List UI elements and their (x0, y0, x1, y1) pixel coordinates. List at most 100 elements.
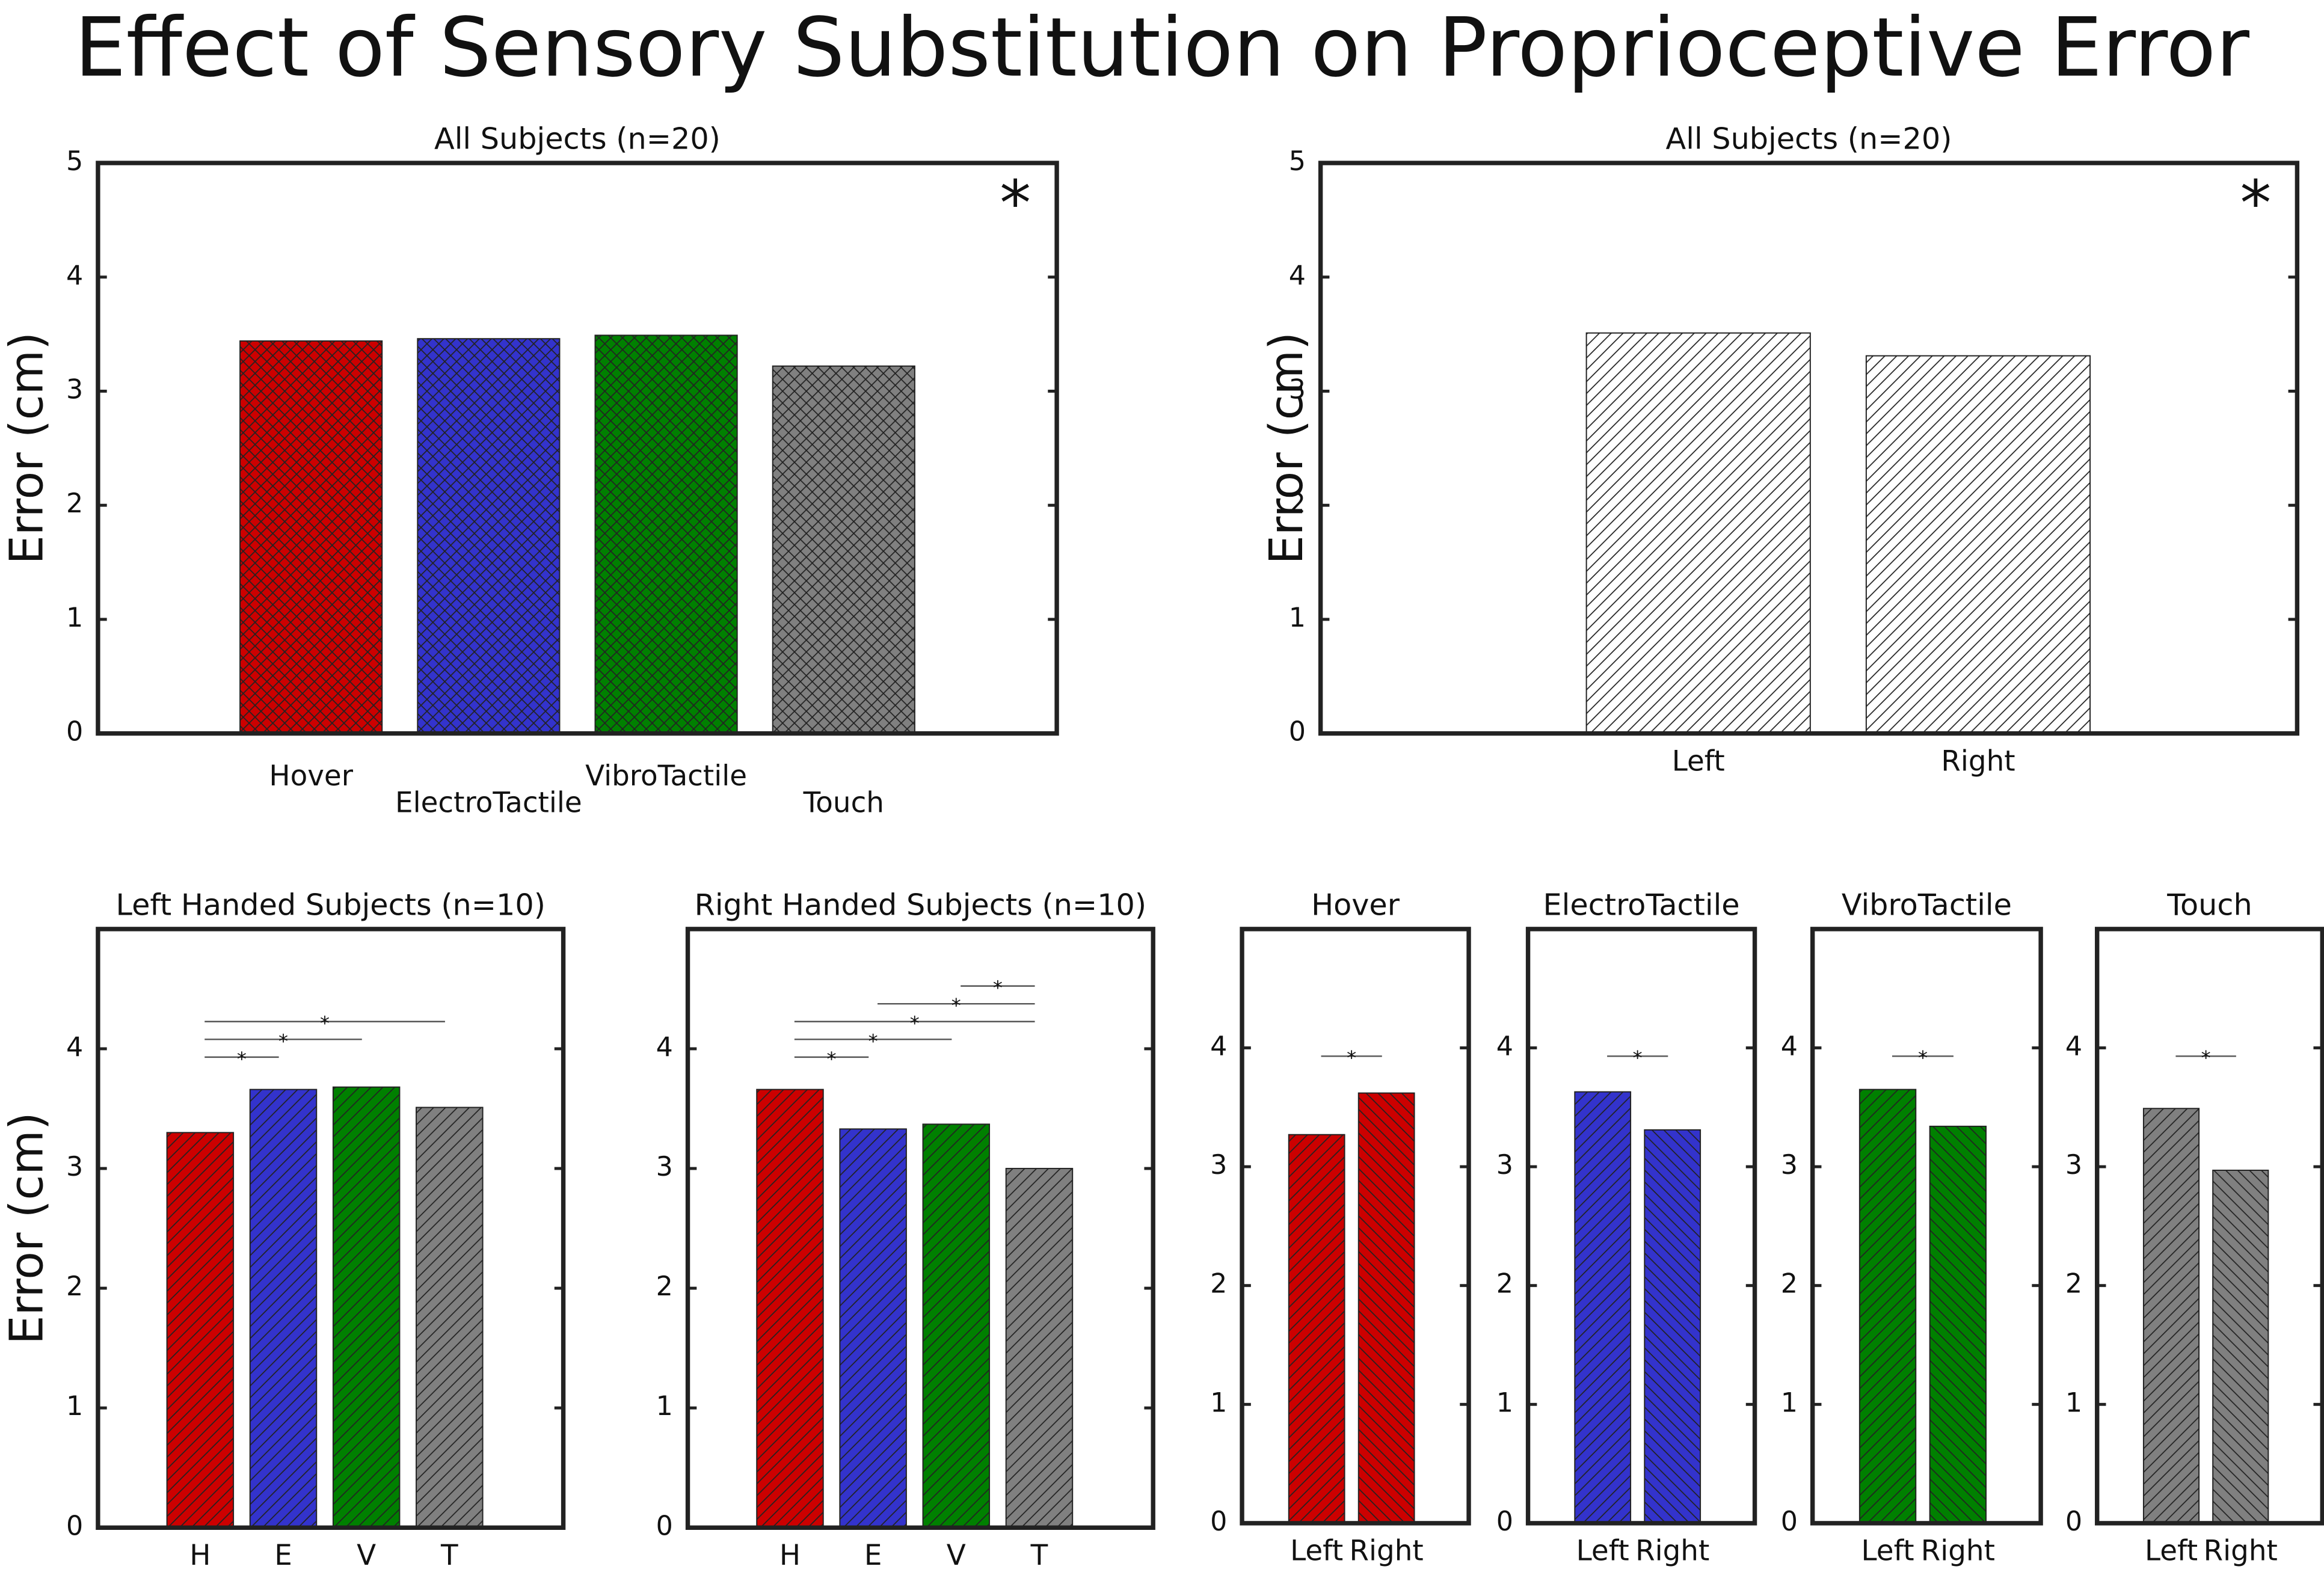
chart-title: ElectroTactile (1543, 887, 1740, 922)
bar (166, 1132, 235, 1529)
x-tick-label: Hover (269, 760, 353, 793)
bar (1005, 1168, 1074, 1529)
chart-title: Right Handed Subjects (n=10) (695, 887, 1147, 922)
chart-title: All Subjects (n=20) (434, 121, 721, 156)
bar (1858, 1088, 1917, 1524)
x-tick-label: V (357, 1540, 376, 1572)
y-tick-label: 4 (656, 1032, 673, 1063)
y-tick-label: 2 (2065, 1269, 2082, 1300)
significance-label: * (320, 1012, 330, 1035)
y-tick-label: 4 (1210, 1031, 1227, 1061)
significance-label: * (1347, 1046, 1356, 1069)
figure-title: Effect of Sensory Substitution on Propri… (75, 0, 2249, 95)
y-tick-label: 3 (1496, 1150, 1513, 1180)
x-tick-label: E (864, 1540, 882, 1572)
chart-title: Touch (2166, 887, 2252, 922)
y-tick-label: 3 (66, 1152, 83, 1182)
y-tick-label: 3 (1289, 374, 1306, 405)
bar (1929, 1125, 1987, 1524)
significance-label: * (868, 1030, 878, 1052)
bar (416, 1107, 484, 1529)
significance-label: * (951, 994, 961, 1017)
bar (249, 1088, 318, 1529)
y-tick-label: 1 (1781, 1387, 1798, 1418)
axes-frame (1810, 927, 2043, 1526)
bar (417, 338, 561, 734)
bar (332, 1086, 401, 1529)
axes-frame (96, 161, 1059, 736)
x-tick-label: E (274, 1540, 292, 1572)
x-tick-label: H (779, 1540, 801, 1572)
chart-title: Left Handed Subjects (n=10) (116, 887, 546, 922)
x-tick-label: Left (1576, 1535, 1629, 1568)
x-tick-label: V (947, 1540, 966, 1572)
y-tick-label: 3 (656, 1152, 673, 1182)
chart-title: All Subjects (n=20) (1666, 121, 1952, 156)
y-tick-label: 3 (1210, 1150, 1227, 1180)
bar (756, 1088, 824, 1529)
y-axis-label: Error (cm) (1, 332, 54, 564)
y-tick-label: 0 (1210, 1506, 1227, 1537)
y-tick-label: 4 (66, 260, 83, 291)
y-tick-label: 1 (66, 1391, 83, 1422)
bar (2212, 1170, 2269, 1524)
x-tick-label: H (189, 1540, 211, 1572)
significance-label: * (910, 1012, 920, 1035)
significance-label: * (237, 1048, 247, 1070)
x-tick-label: Left (1861, 1535, 1914, 1568)
y-tick-label: 1 (1496, 1387, 1513, 1418)
axes-frame (2095, 927, 2324, 1526)
significance-label: * (2201, 1046, 2211, 1069)
x-tick-label: Left (2145, 1535, 2198, 1568)
y-tick-label: 5 (1289, 146, 1306, 177)
y-tick-label: 2 (1210, 1269, 1227, 1300)
y-tick-label: 1 (2065, 1387, 2082, 1418)
y-tick-label: 2 (1496, 1269, 1513, 1300)
x-tick-label: Right (1941, 745, 2015, 778)
y-tick-label: 3 (1781, 1150, 1798, 1180)
y-tick-label: 3 (66, 374, 83, 405)
y-tick-label: 4 (1496, 1031, 1513, 1061)
bar (839, 1128, 907, 1529)
bar (1357, 1092, 1415, 1524)
y-tick-label: 4 (1289, 260, 1306, 291)
y-tick-label: 4 (2065, 1031, 2082, 1061)
axes-frame (1318, 161, 2300, 736)
x-tick-label: ElectroTactile (395, 787, 582, 819)
significance-label: * (278, 1030, 288, 1052)
y-tick-label: 2 (1781, 1269, 1798, 1300)
bar (772, 365, 915, 734)
y-tick-label: 0 (2065, 1506, 2082, 1537)
bar (594, 334, 738, 734)
y-tick-label: 3 (2065, 1150, 2082, 1180)
y-tick-label: 5 (66, 146, 83, 177)
y-tick-label: 0 (1289, 717, 1306, 748)
annotation: * (1000, 167, 1031, 239)
significance-label: * (827, 1048, 837, 1070)
x-tick-label: T (440, 1540, 458, 1572)
y-tick-label: 0 (66, 717, 83, 748)
y-tick-label: 2 (66, 488, 83, 519)
x-tick-label: Left (1672, 745, 1725, 778)
y-tick-label: 4 (66, 1032, 83, 1063)
significance-label: * (993, 977, 1003, 999)
y-tick-label: 4 (1781, 1031, 1798, 1061)
y-tick-label: 0 (1781, 1506, 1798, 1537)
bar (1288, 1134, 1345, 1524)
axes-frame (96, 927, 566, 1530)
y-tick-label: 1 (656, 1391, 673, 1422)
y-tick-label: 0 (1496, 1506, 1513, 1537)
bar (2142, 1108, 2200, 1524)
y-axis-label: Error (cm) (1260, 332, 1314, 564)
bar (1585, 332, 1811, 734)
x-tick-label: Touch (803, 787, 884, 819)
y-tick-label: 0 (656, 1511, 673, 1541)
y-tick-label: 2 (656, 1271, 673, 1302)
x-tick-label: T (1030, 1540, 1048, 1572)
y-tick-label: 2 (66, 1271, 83, 1302)
y-tick-label: 0 (66, 1511, 83, 1541)
bar (1574, 1091, 1632, 1524)
annotation: * (2240, 167, 2272, 239)
chart-title: Hover (1311, 887, 1400, 922)
